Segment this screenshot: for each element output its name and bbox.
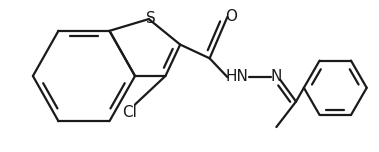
Text: HN: HN [226, 69, 249, 85]
Text: Cl: Cl [122, 105, 136, 120]
Text: N: N [271, 69, 282, 85]
Text: O: O [225, 9, 237, 24]
Text: S: S [146, 11, 156, 26]
